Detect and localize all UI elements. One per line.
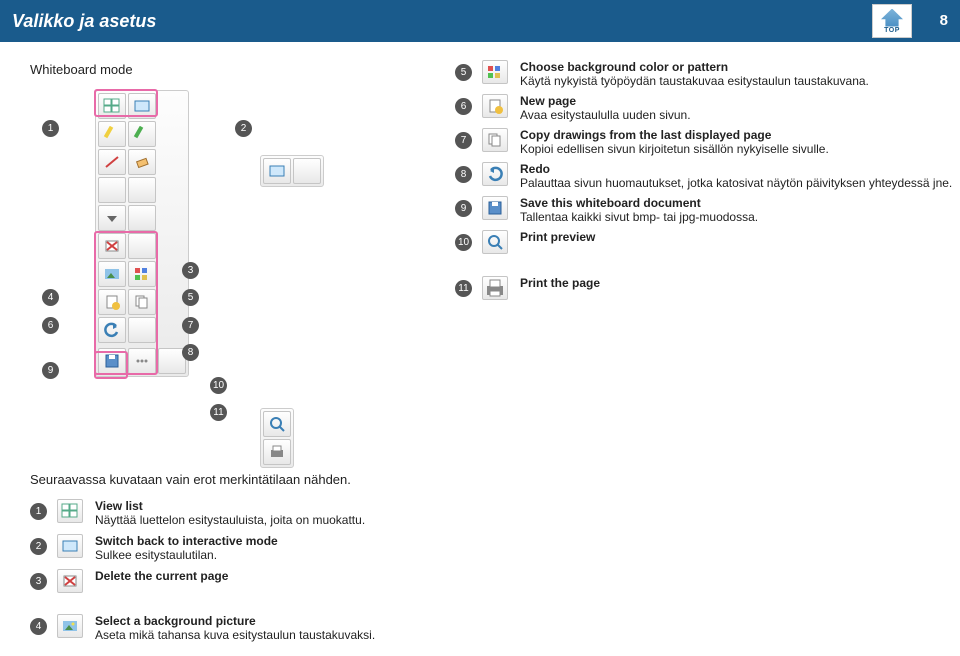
shape-button[interactable] [98, 149, 126, 175]
save-button[interactable] [98, 348, 126, 374]
list-item: 10 Print preview [455, 230, 952, 254]
callout-badge-7: 7 [182, 317, 199, 334]
blank4-button[interactable] [128, 233, 156, 259]
list-item: 9 Save this whiteboard documentTallentaa … [455, 196, 952, 224]
list-item: 11 Print the page [455, 276, 952, 300]
switch-back-icon [57, 534, 83, 558]
number-badge: 7 [455, 132, 472, 149]
dots-button[interactable] [128, 348, 156, 374]
item-text: Print the page [520, 276, 600, 290]
preview-popout-button[interactable] [263, 411, 291, 437]
callout-badge-3: 3 [182, 262, 199, 279]
callout-badge-10: 10 [210, 377, 227, 394]
item-text: RedoPalauttaa sivun huomautukset, jotka … [520, 162, 952, 190]
blank2-button[interactable] [128, 177, 156, 203]
item-text: Delete the current page [95, 569, 228, 583]
bottom-section: Seuraavassa kuvataan vain erot merkintät… [30, 472, 375, 649]
list-item: 5 Choose background color or patternKäytä… [455, 60, 952, 88]
item-text: Select a background pictureAseta mikä ta… [95, 614, 375, 642]
callout-badge-2: 2 [235, 120, 252, 137]
callout-badge-5: 5 [182, 289, 199, 306]
number-badge: 10 [455, 234, 472, 251]
logo-text: TOP [884, 27, 900, 34]
list-item: 8 RedoPalauttaa sivun huomautukset, jotka… [455, 162, 952, 190]
popout-colors [260, 155, 324, 187]
toolbar-diagram [95, 90, 189, 377]
palette-button[interactable] [128, 261, 156, 287]
callout-badge-9: 9 [42, 362, 59, 379]
main-toolbar [95, 90, 189, 377]
list-item: 3 Delete the current page [30, 569, 375, 593]
number-badge: 5 [455, 64, 472, 81]
number-badge: 6 [455, 98, 472, 115]
save-icon [482, 196, 508, 220]
number-badge: 2 [30, 538, 47, 555]
delete-page-button[interactable] [98, 233, 126, 259]
number-badge: 4 [30, 618, 47, 635]
bottom-heading: Seuraavassa kuvataan vain erot merkintät… [30, 472, 375, 487]
number-badge: 9 [455, 200, 472, 217]
preview-icon [482, 230, 508, 254]
description-list-bottom: 1 View listNäyttää luettelon esitystaului… [30, 499, 375, 642]
item-text: Print preview [520, 230, 595, 244]
callout-badge-11: 11 [210, 404, 227, 421]
header-logo: TOP [872, 4, 912, 38]
list-item: 2 Switch back to interactive modeSulkee e… [30, 534, 375, 562]
redo-icon [482, 162, 508, 186]
number-badge: 8 [455, 166, 472, 183]
number-badge: 1 [30, 503, 47, 520]
view-list-button[interactable] [98, 93, 126, 119]
logo-house-icon [881, 9, 903, 27]
item-text: Switch back to interactive modeSulkee es… [95, 534, 278, 562]
new-page-icon [482, 94, 508, 118]
palette-icon [482, 60, 508, 84]
callout-badge-1: 1 [42, 120, 59, 137]
page-header: Valikko ja asetus TOP 8 [0, 0, 960, 42]
list-item: 7 Copy drawings from the last displayed p… [455, 128, 952, 156]
number-badge: 3 [30, 573, 47, 590]
copy-page-icon [482, 128, 508, 152]
callout-badge-6: 6 [42, 317, 59, 334]
list-item: 6 New pageAvaa esitystaululla uuden sivun… [455, 94, 952, 122]
description-list-right: 5 Choose background color or patternKäytä… [455, 60, 952, 306]
list-item: 4 Select a background pictureAseta mikä t… [30, 614, 375, 642]
eraser-button[interactable] [128, 149, 156, 175]
item-text: Save this whiteboard documentTallentaa k… [520, 196, 758, 224]
page-content: Whiteboard mode [0, 42, 960, 82]
blank3-button[interactable] [128, 205, 156, 231]
number-badge: 11 [455, 280, 472, 297]
redo-btn[interactable] [128, 317, 156, 343]
callout-badge-8: 8 [182, 344, 199, 361]
blank-popout-button[interactable] [293, 158, 321, 184]
item-text: Copy drawings from the last displayed pa… [520, 128, 829, 156]
bg-picture-icon [57, 614, 83, 638]
page-number: 8 [940, 12, 948, 29]
undo-button[interactable] [98, 317, 126, 343]
switch-popout-button[interactable] [263, 158, 291, 184]
print-popout-button[interactable] [263, 439, 291, 465]
delete-page-icon [57, 569, 83, 593]
popout-print [260, 408, 294, 468]
switch-back-button[interactable] [128, 93, 156, 119]
dropdown-button[interactable] [98, 205, 126, 231]
bg-picture-button[interactable] [98, 261, 126, 287]
item-text: New pageAvaa esitystaululla uuden sivun. [520, 94, 691, 122]
list-item: 1 View listNäyttää luettelon esitystaului… [30, 499, 375, 527]
callout-badge-4: 4 [42, 289, 59, 306]
blank-button[interactable] [98, 177, 126, 203]
view-list-icon [57, 499, 83, 523]
item-text: View listNäyttää luettelon esitystauluis… [95, 499, 365, 527]
item-text: Choose background color or patternKäytä … [520, 60, 869, 88]
marker-green-button[interactable] [128, 121, 156, 147]
print-icon [482, 276, 508, 300]
mode-label: Whiteboard mode [30, 62, 133, 77]
copy-page-button[interactable] [128, 289, 156, 315]
new-page-button[interactable] [98, 289, 126, 315]
marker-yellow-button[interactable] [98, 121, 126, 147]
header-title: Valikko ja asetus [12, 11, 156, 32]
